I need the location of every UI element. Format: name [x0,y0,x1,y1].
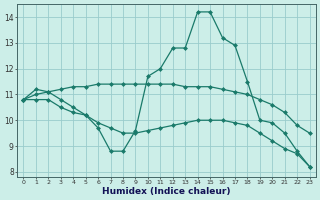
X-axis label: Humidex (Indice chaleur): Humidex (Indice chaleur) [102,187,231,196]
